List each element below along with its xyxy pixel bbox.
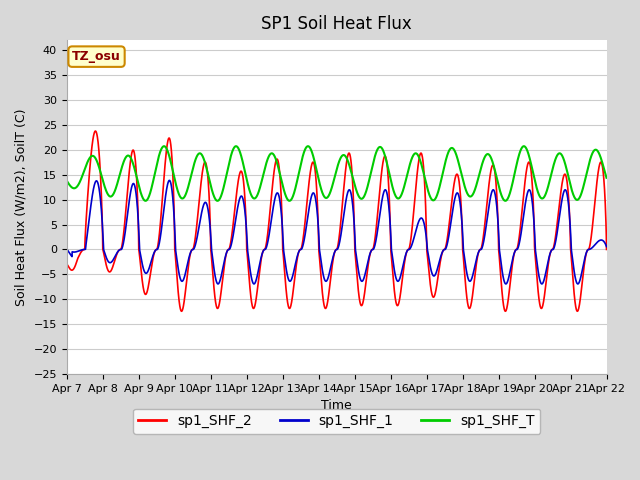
sp1_SHF_1 (294, 253, 301, 259)
sp1_SHF_2 (157, 219, 164, 225)
sp1_SHF_T (270, 152, 278, 157)
sp1_SHF_1 (270, 201, 278, 206)
sp1_SHF_2 (63, 262, 70, 267)
Text: TZ_osu: TZ_osu (72, 50, 121, 63)
sp1_SHF_T (502, 198, 509, 204)
sp1_SHF_1 (157, 234, 164, 240)
sp1_SHF_T (63, 178, 70, 184)
sp1_SHF_1 (603, 244, 611, 250)
sp1_SHF_2 (534, 287, 542, 292)
sp1_SHF_2 (125, 177, 132, 182)
sp1_SHF_T (125, 153, 132, 158)
sp1_SHF_1 (63, 247, 70, 252)
Title: SP1 Soil Heat Flux: SP1 Soil Heat Flux (261, 15, 412, 33)
sp1_SHF_2 (92, 128, 99, 134)
Y-axis label: Soil Heat Flux (W/m2), SoilT (C): Soil Heat Flux (W/m2), SoilT (C) (15, 108, 28, 306)
sp1_SHF_T (534, 190, 542, 195)
sp1_SHF_T (157, 148, 164, 154)
sp1_SHF_1 (593, 240, 600, 246)
sp1_SHF_2 (270, 170, 278, 176)
sp1_SHF_2 (603, 247, 611, 252)
sp1_SHF_T (293, 178, 301, 184)
sp1_SHF_2 (593, 185, 600, 191)
X-axis label: Time: Time (321, 399, 352, 412)
Legend: sp1_SHF_2, sp1_SHF_1, sp1_SHF_T: sp1_SHF_2, sp1_SHF_1, sp1_SHF_T (133, 408, 540, 434)
Line: sp1_SHF_1: sp1_SHF_1 (67, 180, 607, 284)
sp1_SHF_1 (502, 281, 509, 287)
sp1_SHF_1 (125, 205, 132, 211)
sp1_SHF_T (520, 144, 528, 149)
sp1_SHF_2 (294, 255, 301, 261)
Line: sp1_SHF_T: sp1_SHF_T (67, 146, 607, 201)
sp1_SHF_2 (573, 308, 581, 314)
Line: sp1_SHF_2: sp1_SHF_2 (67, 131, 607, 311)
sp1_SHF_T (593, 147, 600, 153)
sp1_SHF_T (603, 175, 611, 180)
sp1_SHF_1 (534, 268, 542, 274)
sp1_SHF_1 (166, 178, 173, 183)
